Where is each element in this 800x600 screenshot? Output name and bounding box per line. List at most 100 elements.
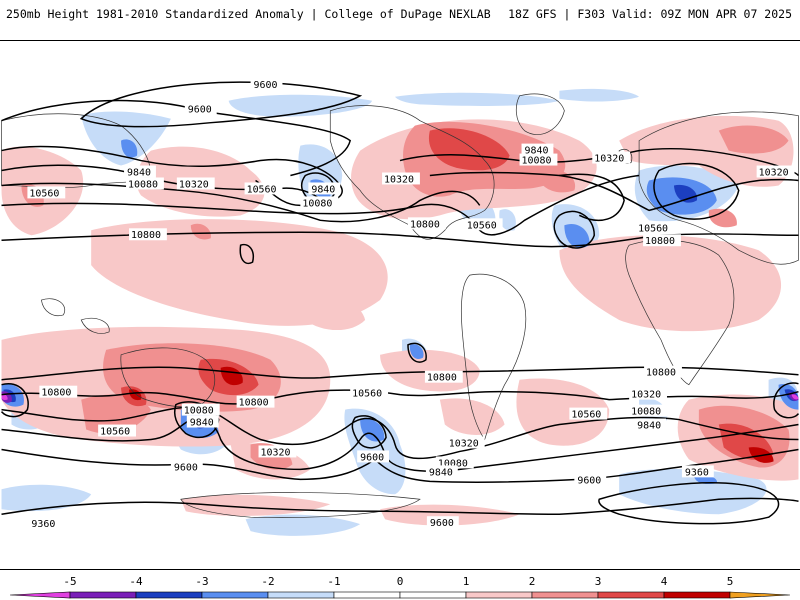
- anomaly-map: 9600 9600 9840 10080 10320 10560 10560 9…: [0, 40, 800, 570]
- svg-text:10800: 10800: [427, 373, 457, 384]
- contour-label: 10320: [258, 445, 297, 458]
- colorbar-segment: [531, 591, 599, 599]
- colorbar-segment: [9, 591, 71, 599]
- contour-label: 10560: [636, 221, 674, 234]
- colorbar-segment: [399, 591, 467, 599]
- contour-label: 10080: [126, 177, 164, 190]
- contour-label: 9840: [124, 165, 156, 178]
- contour-label: 10320: [629, 387, 667, 401]
- coastlines: [1, 93, 799, 518]
- colorbar-segments: [9, 591, 791, 599]
- contour-label: 9600: [170, 460, 203, 473]
- contour-label: 10800: [236, 395, 275, 409]
- svg-text:10560: 10560: [247, 184, 277, 195]
- colorbar-ticks: -5 -4 -3 -2 -1 0 1 2 3 4 5: [63, 575, 733, 588]
- contour-label: 9360: [28, 517, 61, 530]
- colorbar-segment: [135, 591, 203, 599]
- svg-text:9600: 9600: [577, 475, 601, 486]
- contour-label: 10800: [39, 385, 78, 399]
- svg-text:10320: 10320: [449, 438, 479, 449]
- contour-label: 10800: [424, 370, 463, 384]
- svg-text:10080: 10080: [631, 407, 661, 418]
- contour-label: 10800: [643, 234, 681, 247]
- colorbar-segment: [729, 591, 791, 599]
- contour-label: 10560: [244, 182, 283, 195]
- map-title: 250mb Height 1981-2010 Standardized Anom…: [6, 7, 491, 21]
- svg-text:9840: 9840: [429, 467, 453, 478]
- svg-text:9600: 9600: [254, 80, 278, 91]
- contour-label: 10800: [644, 365, 682, 379]
- svg-text:10080: 10080: [302, 198, 332, 209]
- model-valid-time: 18Z GFS | F303 Valid: 09Z MON APR 07 202…: [508, 7, 792, 21]
- svg-text:10560: 10560: [352, 389, 382, 400]
- colorbar: -5 -4 -3 -2 -1 0 1 2 3 4 5: [9, 575, 791, 599]
- contour-label: 9840: [634, 418, 666, 432]
- svg-text:10080: 10080: [128, 179, 158, 190]
- contour-label: 10080: [519, 153, 558, 167]
- svg-text:10320: 10320: [631, 390, 661, 401]
- contour-label: 10080: [181, 403, 220, 417]
- contour-label: 9840: [425, 465, 458, 478]
- contour-label: 9600: [184, 102, 217, 116]
- svg-text:10560: 10560: [571, 410, 601, 421]
- svg-text:9600: 9600: [174, 462, 198, 473]
- svg-text:9600: 9600: [360, 452, 384, 463]
- contour-label: 10080: [300, 196, 339, 209]
- svg-text:10080: 10080: [184, 406, 214, 417]
- contour-label: 10320: [592, 151, 631, 165]
- colorbar-segment: [69, 591, 137, 599]
- header-bar: 250mb Height 1981-2010 Standardized Anom…: [0, 0, 800, 40]
- svg-text:10800: 10800: [645, 236, 675, 247]
- contour-label: 10560: [98, 424, 136, 438]
- contour-label: 10320: [382, 172, 420, 185]
- contour-label: 10560: [569, 407, 608, 421]
- colorbar-tick-label: 1: [463, 575, 470, 588]
- contour-label: 10560: [350, 386, 389, 400]
- contour-label: 10320: [176, 177, 215, 190]
- contour-label: 9600: [426, 516, 459, 529]
- contour-label: 9600: [357, 450, 390, 463]
- svg-text:9840: 9840: [127, 167, 151, 178]
- colorbar-segment: [201, 591, 269, 599]
- colorbar-segment: [663, 591, 731, 599]
- svg-text:10800: 10800: [239, 398, 269, 409]
- colorbar-tick-label: -2: [261, 575, 274, 588]
- contour-label: 10080: [435, 456, 474, 469]
- svg-text:9360: 9360: [685, 467, 709, 478]
- contour-label: 10800: [407, 217, 446, 230]
- colorbar-tick-label: 3: [595, 575, 602, 588]
- svg-text:10320: 10320: [594, 154, 624, 165]
- svg-text:10800: 10800: [131, 230, 161, 241]
- colorbar-tick-label: 2: [529, 575, 536, 588]
- svg-text:10080: 10080: [522, 156, 552, 167]
- contour-label: 9840: [186, 415, 219, 429]
- contour-label: 10800: [129, 228, 167, 241]
- colorbar-tick-label: -4: [129, 575, 143, 588]
- svg-text:10560: 10560: [100, 427, 130, 438]
- contour-label: 9840: [308, 182, 341, 195]
- colorbar-tick-label: -1: [327, 575, 340, 588]
- svg-text:10560: 10560: [29, 188, 59, 199]
- contour-labels: 9600 9600 9840 10080 10320 10560 10560 9…: [27, 77, 795, 530]
- svg-text:9840: 9840: [311, 184, 335, 195]
- svg-text:9600: 9600: [188, 105, 212, 116]
- contour-label: 10080: [629, 404, 667, 418]
- svg-text:10320: 10320: [759, 167, 789, 178]
- svg-text:10560: 10560: [467, 220, 497, 231]
- svg-text:10800: 10800: [410, 219, 440, 230]
- colorbar-tick-label: 4: [661, 575, 668, 588]
- contour-label: 10320: [756, 165, 795, 178]
- colorbar-tick-label: 5: [727, 575, 734, 588]
- colorbar-segment: [465, 591, 533, 599]
- colorbar-tick-label: -5: [63, 575, 76, 588]
- svg-text:9840: 9840: [637, 421, 661, 432]
- svg-text:9840: 9840: [525, 146, 549, 157]
- contour-label: 9840: [521, 143, 554, 157]
- contour-label: 9360: [681, 465, 714, 478]
- svg-text:10320: 10320: [179, 179, 209, 190]
- svg-text:10800: 10800: [41, 388, 71, 399]
- svg-text:9360: 9360: [31, 519, 55, 530]
- contour-label: 9600: [250, 77, 283, 91]
- colorbar-tick-label: -3: [195, 575, 208, 588]
- svg-text:9600: 9600: [430, 518, 454, 529]
